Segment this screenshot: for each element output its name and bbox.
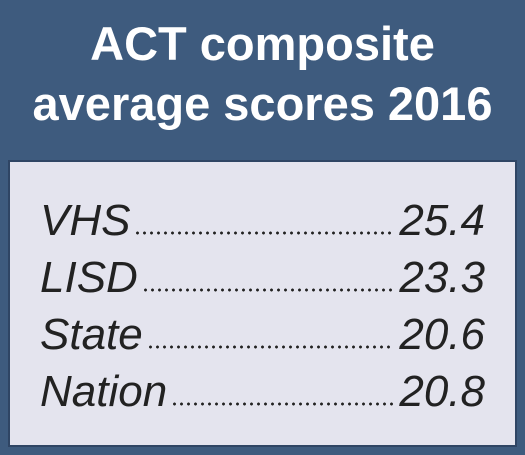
title-line: ACT composite — [90, 17, 435, 70]
score-row: VHS 25.4 — [40, 192, 485, 249]
row-label: LISD — [40, 253, 138, 302]
dot-leader — [146, 345, 394, 349]
row-label: VHS — [40, 196, 131, 245]
header: ACT composite average scores 2016 — [0, 14, 525, 134]
row-score: 20.8 — [399, 367, 485, 416]
title-line: average scores 2016 — [32, 77, 493, 130]
score-row: Nation 20.8 — [40, 363, 485, 420]
dot-leader — [134, 231, 394, 235]
row-score: 25.4 — [399, 196, 485, 245]
score-list: VHS 25.4 LISD 23.3 State 20.6 Nation 20.8 — [40, 192, 485, 420]
score-row: State 20.6 — [40, 306, 485, 363]
row-score: 20.6 — [399, 310, 485, 359]
row-label: State — [40, 310, 143, 359]
row-score: 23.3 — [399, 253, 485, 302]
score-row: LISD 23.3 — [40, 249, 485, 306]
row-label: Nation — [40, 367, 168, 416]
dot-leader — [141, 288, 394, 292]
dot-leader — [171, 402, 394, 406]
score-panel: VHS 25.4 LISD 23.3 State 20.6 Nation 20.8 — [8, 160, 517, 447]
